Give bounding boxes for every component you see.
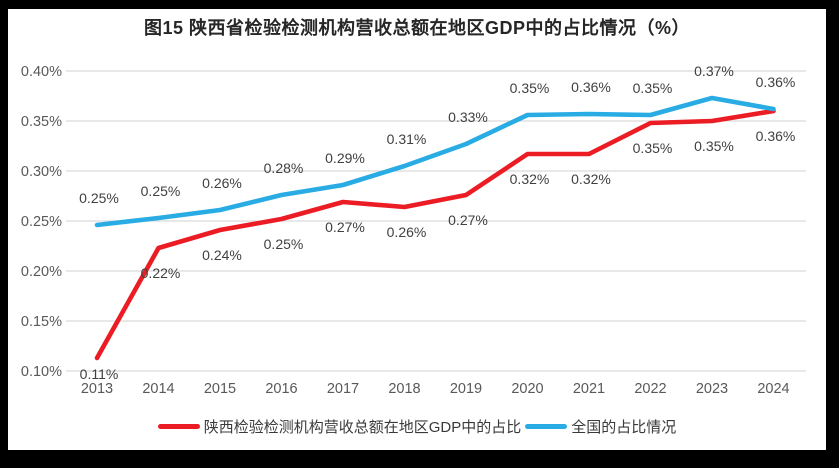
y-axis-tick: 0.25% <box>21 214 62 230</box>
x-axis-tick: 2018 <box>388 381 420 397</box>
y-axis-tick: 0.20% <box>21 264 62 280</box>
data-label: 0.36% <box>571 79 611 95</box>
legend-label-national: 全国的占比情况 <box>571 418 677 436</box>
y-axis-tick: 0.10% <box>21 364 62 380</box>
data-label: 0.26% <box>387 224 427 240</box>
data-label: 0.26% <box>202 175 242 191</box>
data-label: 0.25% <box>141 183 181 199</box>
data-label: 0.11% <box>80 366 119 382</box>
data-label: 0.36% <box>756 74 796 90</box>
x-axis-tick: 2019 <box>450 381 482 397</box>
x-axis-tick: 2014 <box>142 381 174 397</box>
chart-title: 图15 陕西省检验检测机构营收总额在地区GDP中的占比情况（%） <box>143 18 691 38</box>
series-line <box>94 108 776 361</box>
y-axis-tick: 0.35% <box>21 114 62 130</box>
y-axis-tick: 0.30% <box>21 164 62 180</box>
x-axis-tick: 2017 <box>327 381 359 397</box>
data-label: 0.32% <box>571 171 611 187</box>
chart-panel <box>8 9 826 450</box>
data-label: 0.25% <box>79 190 119 206</box>
x-axis-tick: 2022 <box>634 381 666 397</box>
data-label: 0.27% <box>325 219 365 235</box>
x-axis-tick: 2016 <box>265 381 297 397</box>
data-label: 0.25% <box>264 236 304 252</box>
data-label: 0.37% <box>694 63 734 79</box>
chart-legend: 陕西检验检测机构营收总额在地区GDP中的占比 全国的占比情况 <box>8 416 826 436</box>
x-axis-tick: 2024 <box>757 381 789 397</box>
data-label: 0.29% <box>325 150 365 166</box>
data-label: 0.35% <box>510 80 550 96</box>
data-label: 0.35% <box>694 138 734 154</box>
data-label: 0.28% <box>264 160 304 176</box>
y-axis-tick: 0.40% <box>21 64 62 80</box>
legend-label-shaanxi: 陕西检验检测机构营收总额在地区GDP中的占比 <box>203 418 522 436</box>
x-axis-tick: 2023 <box>696 381 728 397</box>
x-axis-tick: 2015 <box>204 381 236 397</box>
data-label: 0.35% <box>633 80 673 96</box>
x-axis-tick: 2021 <box>573 381 605 397</box>
legend-item-shaanxi: 陕西检验检测机构营收总额在地区GDP中的占比 <box>157 416 522 437</box>
data-label: 0.27% <box>448 212 488 228</box>
x-axis-tick: 2020 <box>511 381 543 397</box>
data-label: 0.35% <box>633 140 673 156</box>
data-label: 0.22% <box>141 265 181 281</box>
data-label: 0.32% <box>510 171 550 187</box>
data-label: 0.31% <box>387 131 427 147</box>
red-line-marker <box>157 423 200 429</box>
data-label: 0.24% <box>202 247 242 263</box>
legend-item-national: 全国的占比情况 <box>525 416 676 437</box>
x-axis-tick: 2013 <box>81 381 113 397</box>
data-label: 0.33% <box>448 109 488 125</box>
data-label: 0.36% <box>756 128 796 144</box>
y-axis-tick: 0.15% <box>21 314 62 330</box>
series-line <box>94 95 776 228</box>
blue-line-marker <box>525 423 568 429</box>
